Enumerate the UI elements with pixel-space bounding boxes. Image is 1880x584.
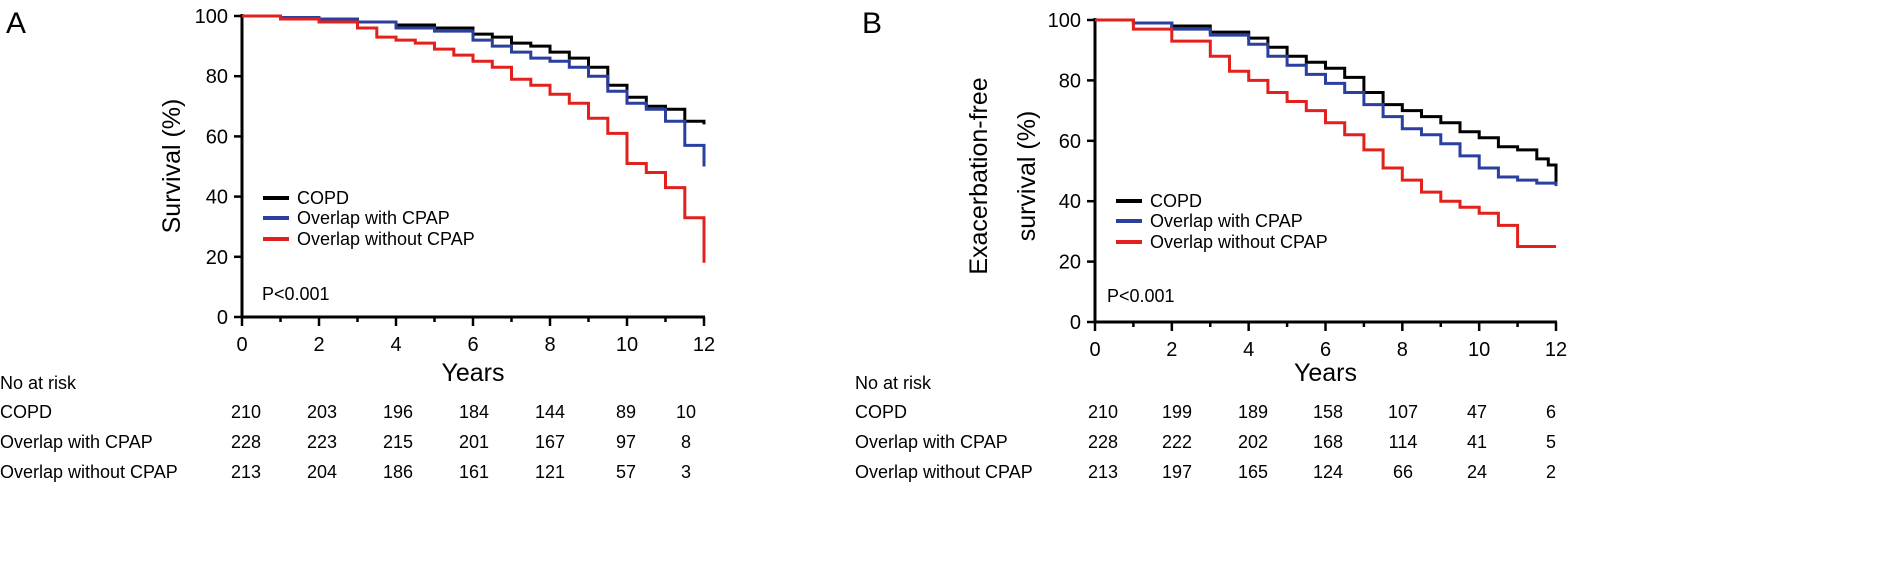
y-tick-label: 80: [1059, 70, 1081, 92]
x-tick-label: 4: [390, 334, 401, 356]
risk-row-label: COPD: [855, 402, 907, 422]
x-tick-label: 0: [1089, 339, 1100, 361]
risk-count: 197: [1162, 462, 1192, 482]
risk-row-label: COPD: [0, 402, 52, 422]
risk-count: 201: [459, 432, 489, 452]
risk-count: 189: [1238, 402, 1268, 422]
risk-count: 161: [459, 462, 489, 482]
km-curve-overlap-with-cpap: [242, 14, 706, 167]
legend-label: Overlap with CPAP: [1150, 211, 1303, 231]
risk-count: 107: [1388, 402, 1418, 422]
legend-label: Overlap with CPAP: [297, 208, 450, 228]
risk-row-label: Overlap with CPAP: [855, 432, 1008, 452]
y-tick-label: 20: [1059, 252, 1081, 274]
risk-count: 57: [616, 462, 636, 482]
risk-count: 165: [1238, 462, 1268, 482]
km-curve-overlap-without-cpap: [1095, 18, 1556, 248]
risk-count: 121: [535, 462, 565, 482]
risk-count: 228: [1088, 432, 1118, 452]
risk-count: 184: [459, 402, 489, 422]
risk-row-label: Overlap without CPAP: [855, 462, 1033, 482]
panel-a: A 0 20 40 60 80 100 0 2 4 6 8 10 12 Years Survival (%) C…: [0, 6, 715, 482]
risk-count: 210: [231, 402, 261, 422]
x-tick-label: 2: [313, 334, 324, 356]
risk-count: 89: [616, 402, 636, 422]
y-tick-label: 40: [206, 187, 228, 209]
risk-count: 47: [1467, 402, 1487, 422]
y-tick-label: 60: [1059, 131, 1081, 153]
legend-label: COPD: [297, 188, 349, 208]
x-tick-label: 6: [1320, 339, 1331, 361]
risk-count: 213: [1088, 462, 1118, 482]
risk-count: 10: [676, 402, 696, 422]
panel-letter: B: [862, 7, 882, 40]
risk-count: 203: [307, 402, 337, 422]
risk-count: 66: [1393, 462, 1413, 482]
x-tick-label: 6: [467, 334, 478, 356]
legend-label: COPD: [1150, 191, 1202, 211]
km-curve-overlap-without-cpap: [242, 14, 706, 263]
risk-count: 144: [535, 402, 565, 422]
risk-count: 199: [1162, 402, 1192, 422]
risk-count: 124: [1313, 462, 1343, 482]
km-curve-overlap-with-cpap: [1095, 18, 1558, 187]
x-tick-label: 8: [544, 334, 555, 356]
p-value: P<0.001: [1107, 286, 1175, 306]
y-axis-label-line: Exacerbation-free: [965, 77, 993, 274]
risk-count: 3: [681, 462, 691, 482]
risk-count: 202: [1238, 432, 1268, 452]
risk-count: 114: [1389, 432, 1418, 452]
risk-count: 97: [616, 432, 636, 452]
x-tick-label: 12: [1545, 339, 1567, 361]
risk-count: 24: [1467, 462, 1487, 482]
risk-table-header: No at risk: [0, 373, 77, 393]
y-axis-label: Survival (%): [158, 99, 186, 234]
risk-row-label: Overlap without CPAP: [0, 462, 178, 482]
risk-count: 186: [383, 462, 413, 482]
risk-count: 167: [535, 432, 565, 452]
risk-count: 213: [231, 462, 261, 482]
y-tick-label: 80: [206, 66, 228, 88]
x-tick-label: 4: [1243, 339, 1254, 361]
risk-count: 210: [1088, 402, 1118, 422]
x-tick-label: 2: [1166, 339, 1177, 361]
y-tick-label: 100: [195, 6, 228, 28]
legend-label: Overlap without CPAP: [1150, 232, 1328, 252]
p-value: P<0.001: [262, 284, 330, 304]
legend-label: Overlap without CPAP: [297, 229, 475, 249]
risk-count: 196: [383, 402, 413, 422]
x-axis-label: Years: [1294, 359, 1357, 387]
risk-count: 222: [1162, 432, 1192, 452]
risk-count: 6: [1546, 402, 1556, 422]
km-curve-copd: [1095, 18, 1558, 184]
x-tick-label: 10: [1468, 339, 1490, 361]
risk-count: 41: [1467, 432, 1487, 452]
risk-count: 215: [383, 432, 413, 452]
risk-table-header: No at risk: [855, 373, 932, 393]
risk-count: 5: [1546, 432, 1556, 452]
risk-row-label: Overlap with CPAP: [0, 432, 153, 452]
y-tick-label: 100: [1048, 10, 1081, 32]
x-tick-label: 12: [693, 334, 715, 356]
risk-count: 223: [307, 432, 337, 452]
x-tick-label: 10: [616, 334, 638, 356]
y-axis-label-line: survival (%): [1013, 111, 1041, 242]
x-tick-label: 8: [1397, 339, 1408, 361]
x-axis-label: Years: [441, 359, 504, 387]
risk-count: 228: [231, 432, 261, 452]
risk-count: 8: [681, 432, 691, 452]
y-tick-label: 0: [217, 307, 228, 329]
y-tick-label: 40: [1059, 191, 1081, 213]
x-tick-label: 0: [236, 334, 247, 356]
risk-count: 204: [307, 462, 337, 482]
y-tick-label: 60: [206, 126, 228, 148]
y-tick-label: 0: [1070, 312, 1081, 334]
panel-letter: A: [6, 7, 26, 40]
risk-count: 168: [1313, 432, 1343, 452]
y-tick-label: 20: [206, 247, 228, 269]
risk-count: 158: [1313, 402, 1343, 422]
risk-count: 2: [1546, 462, 1556, 482]
